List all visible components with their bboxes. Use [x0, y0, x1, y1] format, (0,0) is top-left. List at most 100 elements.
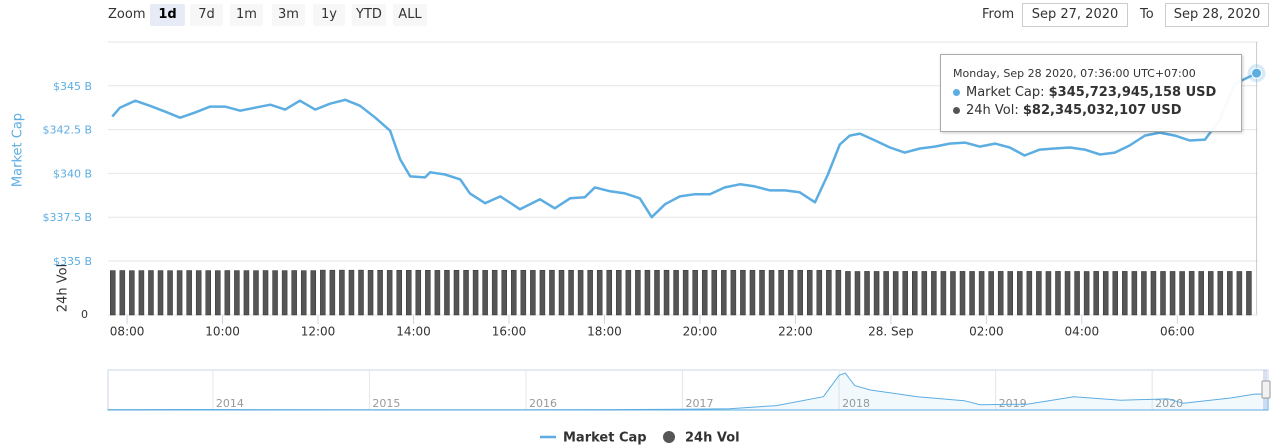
from-input[interactable]: Sep 27, 2020 — [1022, 3, 1128, 27]
bar — [425, 270, 431, 316]
x-tick-label: 2015 — [372, 397, 400, 410]
bar — [606, 269, 612, 316]
legend-label[interactable]: Market Cap — [563, 431, 647, 446]
bar — [195, 270, 202, 316]
zoom-label: Zoom — [108, 7, 146, 22]
tooltip-value: $82,345,032,107 USD — [1022, 103, 1182, 118]
bar — [549, 269, 555, 316]
bar — [854, 271, 861, 316]
bar — [616, 270, 622, 316]
bar — [1141, 271, 1147, 316]
bar — [749, 270, 756, 316]
bar — [1102, 271, 1109, 316]
to-input[interactable]: Sep 28, 2020 — [1165, 3, 1269, 27]
bar — [806, 270, 813, 316]
bar — [873, 271, 880, 316]
range-button[interactable]: YTD — [352, 4, 386, 26]
bar — [1083, 271, 1090, 316]
bar — [682, 270, 689, 316]
bar — [596, 270, 603, 316]
y-tick-label: $342.5 B — [42, 124, 92, 137]
bar — [778, 270, 784, 316]
bar — [883, 271, 889, 316]
bar — [568, 269, 574, 316]
bar — [1122, 271, 1128, 316]
bar — [329, 269, 336, 316]
bar — [110, 270, 116, 316]
x-tick-label: 08:00 — [110, 325, 145, 339]
bar — [1045, 271, 1052, 316]
bar — [635, 270, 641, 316]
bar — [711, 270, 718, 316]
bar — [367, 270, 374, 316]
bar — [501, 270, 507, 316]
bar — [138, 270, 145, 316]
tooltip-row: Market Cap: $345,723,945,158 USD — [953, 85, 1216, 100]
tooltip-date: Monday, Sep 28 2020, 07:36:00 UTC+07:00 — [953, 67, 1196, 80]
range-button[interactable]: 3m — [272, 4, 305, 26]
bar — [1036, 271, 1042, 316]
bar — [272, 270, 278, 316]
x-tick-label: 20:00 — [683, 325, 718, 339]
bar — [1150, 271, 1157, 316]
range-button[interactable]: 7d — [190, 4, 223, 26]
range-button[interactable]: ALL — [393, 4, 427, 26]
bar — [339, 269, 345, 316]
x-tick-label: 06:00 — [1160, 325, 1195, 339]
bar — [997, 271, 1004, 316]
bar — [892, 271, 899, 316]
bar — [415, 269, 422, 316]
bar — [663, 269, 670, 316]
bar — [692, 270, 698, 316]
bar — [444, 270, 450, 316]
legend-label[interactable]: 24h Vol — [685, 431, 740, 446]
bar — [816, 270, 823, 316]
bar — [902, 271, 908, 316]
x-tick-label: 28. Sep — [868, 325, 914, 339]
bar — [644, 269, 651, 316]
bar — [1093, 271, 1099, 316]
y-tick-label: $340 B — [53, 167, 92, 180]
bar — [1007, 271, 1013, 316]
bar — [157, 270, 164, 316]
bar — [291, 270, 297, 316]
bar — [587, 270, 593, 316]
x-tick-label: 04:00 — [1065, 325, 1100, 339]
bar — [520, 270, 527, 316]
bar — [167, 270, 173, 316]
x-tick-label: 12:00 — [301, 325, 336, 339]
bar — [1217, 271, 1224, 316]
bar — [119, 270, 126, 316]
x-tick-label: 22:00 — [778, 325, 813, 339]
bar — [491, 270, 498, 316]
bar — [835, 269, 842, 316]
bar — [511, 269, 517, 316]
bar — [1055, 271, 1061, 316]
bar — [358, 269, 364, 316]
bar — [721, 270, 727, 316]
bar — [1131, 271, 1138, 316]
bar — [1207, 271, 1214, 316]
bar — [530, 270, 536, 316]
bar — [253, 270, 259, 316]
bar — [463, 270, 469, 316]
tooltip-row: 24h Vol: $82,345,032,107 USD — [953, 103, 1182, 118]
bar — [1198, 271, 1204, 316]
bar — [1179, 271, 1185, 316]
bar — [405, 270, 412, 316]
bar — [931, 271, 937, 316]
y-axis-title: 24h Vol — [56, 264, 71, 312]
range-button[interactable]: 1m — [230, 4, 263, 26]
tooltip-dot — [953, 89, 960, 96]
bar — [186, 270, 192, 316]
x-tick-label: 14:00 — [396, 325, 431, 339]
y-tick-label: $345 B — [53, 80, 92, 93]
bar — [558, 270, 565, 316]
bar — [673, 270, 679, 316]
navigator-handle[interactable] — [1261, 380, 1271, 399]
range-button[interactable]: 1y — [313, 4, 345, 26]
bar — [625, 270, 632, 316]
bar — [1074, 271, 1080, 316]
tooltip-label: Market Cap: — [966, 85, 1045, 100]
range-button[interactable]: 1d — [150, 4, 185, 26]
